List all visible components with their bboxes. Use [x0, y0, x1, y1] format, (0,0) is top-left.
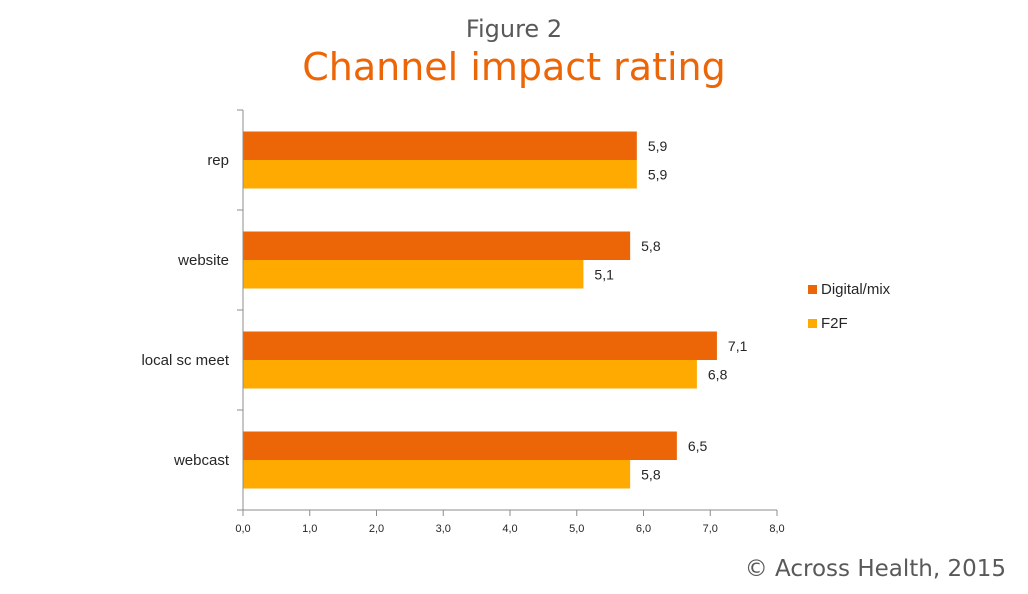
- x-tick-label: 0,0: [235, 523, 250, 535]
- bar-webcast-f2f: [243, 460, 631, 489]
- x-tick-label: 7,0: [703, 523, 718, 535]
- x-tick-label: 5,0: [569, 523, 584, 535]
- bar-local-sc-meet-f2f: [243, 360, 697, 389]
- data-label: 5,1: [594, 266, 614, 282]
- chart-title: Channel impact rating: [302, 45, 726, 89]
- category-label: local sc meet: [141, 352, 229, 369]
- data-label: 6,5: [688, 438, 708, 454]
- chart-header: Figure 2 Channel impact rating: [0, 14, 1028, 90]
- bar-local-sc-meet-digital-mix: [243, 331, 717, 360]
- data-label: 5,9: [648, 166, 668, 182]
- legend-label: F2F: [821, 315, 848, 332]
- data-label: 6,8: [708, 366, 728, 382]
- data-label: 5,8: [641, 238, 661, 254]
- bar-website-f2f: [243, 260, 584, 289]
- figure-label: Figure 2: [465, 15, 563, 43]
- legend-swatch: [808, 319, 817, 328]
- x-tick-label: 4,0: [502, 523, 517, 535]
- data-label: 5,8: [641, 466, 661, 482]
- x-tick-label: 8,0: [769, 523, 784, 535]
- bar-rep-f2f: [243, 160, 637, 189]
- bar-rep-digital-mix: [243, 131, 637, 160]
- bar-webcast-digital-mix: [243, 431, 677, 460]
- copyright-notice: © Across Health, 2015: [744, 556, 1006, 582]
- x-tick-label: 6,0: [636, 523, 651, 535]
- data-label: 7,1: [728, 338, 748, 354]
- data-label: 5,9: [648, 138, 668, 154]
- category-label: website: [177, 252, 229, 269]
- category-label: webcast: [173, 452, 230, 469]
- x-tick-label: 1,0: [302, 523, 317, 535]
- x-tick-label: 3,0: [436, 523, 451, 535]
- legend-label: Digital/mix: [821, 281, 891, 298]
- legend-swatch: [808, 285, 817, 294]
- bar-website-digital-mix: [243, 231, 631, 260]
- x-tick-label: 2,0: [369, 523, 384, 535]
- category-label: rep: [207, 152, 229, 169]
